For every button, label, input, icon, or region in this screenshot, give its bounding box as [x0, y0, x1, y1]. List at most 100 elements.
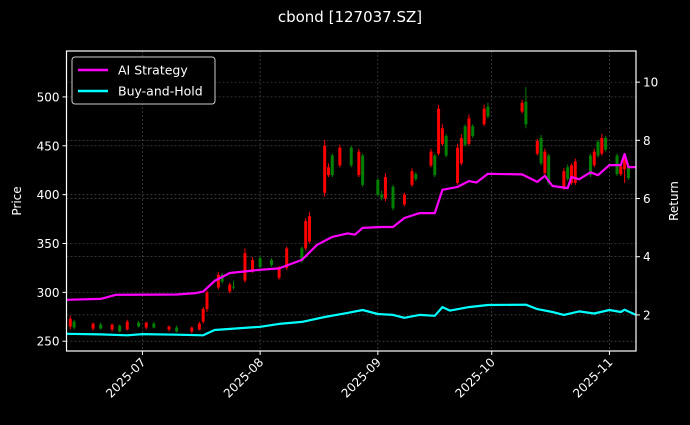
candle-body [535, 140, 539, 154]
candle-body [486, 106, 490, 117]
candle-body [463, 126, 467, 145]
y-tick-label-left: 450 [37, 139, 60, 153]
candle-body [258, 258, 262, 267]
candle [604, 136, 608, 152]
candle [323, 139, 327, 197]
candle [307, 212, 311, 244]
y-tick-label-right: 6 [643, 192, 651, 206]
candle [99, 322, 103, 330]
candle [270, 258, 274, 267]
plot-frame [65, 50, 637, 352]
candle [623, 154, 627, 183]
candle [410, 168, 414, 187]
candle-body [600, 137, 604, 154]
candle [175, 325, 179, 333]
candle [91, 322, 95, 331]
candle-body [175, 327, 179, 332]
candle [110, 323, 114, 332]
candle-body [137, 322, 141, 327]
candle [562, 168, 566, 190]
candle [459, 134, 463, 166]
grid [66, 51, 636, 351]
candle [592, 148, 596, 168]
candle [152, 321, 156, 329]
candle-body [216, 274, 220, 288]
candle-body [539, 137, 543, 164]
candle-body [285, 248, 289, 268]
candle-body [619, 166, 623, 175]
candle-body [391, 186, 395, 209]
candle-body [543, 151, 547, 174]
candle [197, 321, 201, 331]
candle [338, 144, 342, 168]
candle-body [232, 286, 236, 288]
y-tick-label-left: 400 [37, 188, 60, 202]
candle [391, 184, 395, 211]
chart-title: cbond [127037.SZ] [278, 8, 422, 26]
candle [539, 135, 543, 166]
candle-body [99, 324, 103, 329]
y-tick-label-left: 350 [37, 237, 60, 251]
candles [68, 87, 630, 334]
candle [569, 163, 573, 185]
candle [467, 114, 471, 146]
candle [72, 319, 76, 330]
candle-body [569, 165, 573, 183]
candle-body [547, 155, 551, 183]
candle-body [190, 327, 194, 332]
candle [414, 172, 418, 181]
candle [429, 148, 433, 168]
candle [456, 143, 460, 185]
candle-body [326, 167, 330, 176]
candle [535, 138, 539, 156]
candle-body [623, 157, 627, 170]
candle [402, 192, 406, 207]
y-tick-label-right: 8 [643, 134, 651, 148]
candle-body [482, 108, 486, 125]
candle-body [243, 253, 247, 281]
candle [118, 324, 122, 333]
candle-body [380, 194, 384, 198]
candle-body [410, 171, 414, 185]
candle [304, 218, 308, 251]
candle-body [383, 177, 387, 199]
series-line-ai-strategy [66, 152, 636, 301]
candle-body [376, 179, 380, 195]
candle-body [402, 194, 406, 205]
y-tick-label-left: 300 [37, 286, 60, 300]
candle-body [429, 151, 433, 166]
candle [361, 153, 365, 187]
candle-body [167, 326, 171, 330]
candle [376, 178, 380, 197]
candle [524, 87, 528, 129]
candle-body [349, 147, 353, 166]
candle-body [338, 147, 342, 166]
candle [232, 280, 236, 290]
candle-body [110, 324, 114, 330]
y-axis-label-left: Price [10, 186, 24, 215]
candle-body [524, 101, 528, 125]
candle-body [444, 136, 448, 156]
series-line-buy-and-hold [66, 303, 637, 337]
candle-body [205, 292, 209, 309]
candle-body [573, 161, 577, 183]
candle [167, 325, 171, 332]
candle [437, 104, 441, 156]
candle-body [201, 308, 205, 322]
candle-body [562, 171, 566, 188]
candle [243, 248, 247, 283]
candle [258, 256, 262, 269]
candle [190, 326, 194, 334]
candle-body [125, 321, 129, 330]
candle-body [304, 221, 308, 249]
y-tick-label-right: 4 [643, 250, 651, 264]
candle-body [437, 108, 441, 154]
candle [600, 134, 604, 156]
candle-body [330, 155, 334, 176]
candle-body [604, 137, 608, 150]
candle-body [307, 216, 311, 242]
candle [357, 148, 361, 178]
candle [433, 153, 437, 178]
y-axis-label-right: Return [667, 181, 681, 221]
candle [125, 319, 129, 331]
